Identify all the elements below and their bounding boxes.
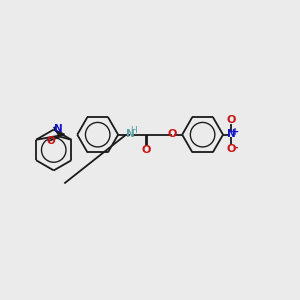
Text: -: - (233, 143, 238, 153)
Text: N: N (227, 130, 236, 140)
Text: +: + (231, 127, 239, 136)
Text: N: N (126, 129, 135, 139)
Text: O: O (46, 136, 55, 146)
Text: O: O (167, 129, 177, 139)
Text: N: N (54, 124, 63, 134)
Text: O: O (142, 146, 151, 155)
Text: O: O (227, 144, 236, 154)
Text: H: H (130, 126, 137, 135)
Text: O: O (227, 115, 236, 125)
